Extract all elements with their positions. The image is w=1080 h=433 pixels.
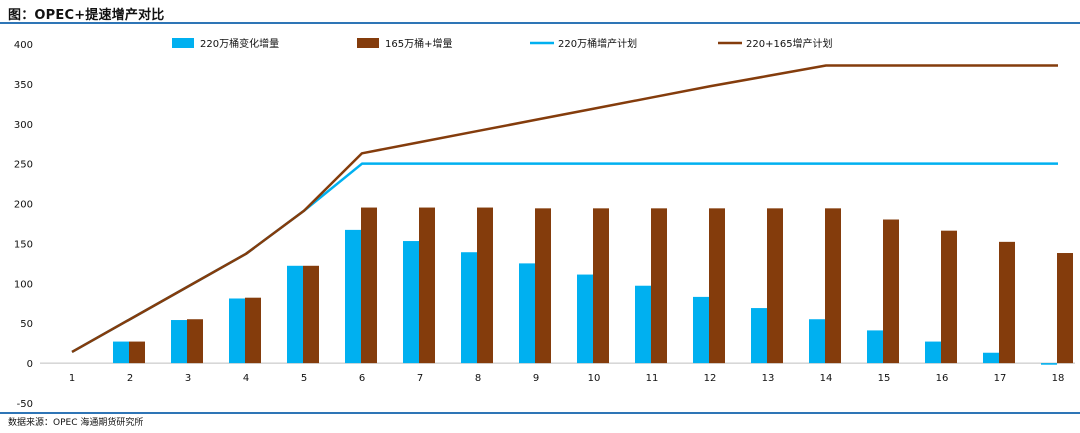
x-tick-label: 15	[878, 373, 891, 384]
x-tick-label: 2	[127, 373, 133, 384]
bar-220-change	[403, 241, 419, 364]
bar-165-plus	[883, 219, 899, 364]
y-tick-label: 200	[14, 200, 33, 211]
line-220-plan	[71, 162, 1058, 354]
bar-165-plus	[593, 208, 609, 364]
y-tick-label: 100	[14, 279, 33, 290]
bar-165-plus	[651, 208, 667, 364]
lines	[71, 64, 1058, 354]
x-tick-label: 10	[588, 373, 601, 384]
y-axis-ticks: -50 0 50 100 150 200 250 300 350 400	[14, 40, 33, 410]
x-tick-label: 14	[820, 373, 833, 384]
top-rule	[0, 22, 1080, 24]
bar-220-change	[461, 252, 477, 364]
x-tick-label: 11	[646, 373, 659, 384]
y-tick-label: 150	[14, 239, 33, 250]
x-tick-label: 17	[994, 373, 1007, 384]
bar-220-change	[345, 229, 361, 364]
y-tick-label: 400	[14, 40, 33, 51]
x-tick-label: 18	[1052, 373, 1065, 384]
y-tick-label: 350	[14, 80, 33, 91]
bar-220-change	[171, 320, 187, 364]
x-tick-label: 1	[69, 373, 75, 384]
y-tick-label: 0	[27, 359, 33, 370]
bar-220-change	[867, 330, 883, 364]
x-tick-label: 13	[762, 373, 775, 384]
bar-220-change	[577, 274, 593, 364]
legend-label: 220+165增产计划	[746, 37, 833, 50]
bar-220-change	[925, 341, 941, 364]
bar-165-plus	[245, 297, 261, 364]
y-tick-label: 250	[14, 160, 33, 171]
bar-220-change	[693, 296, 709, 364]
x-tick-label: 6	[359, 373, 365, 384]
bar-165-plus	[303, 265, 319, 364]
y-tick-label: 50	[20, 319, 33, 330]
bar-165-plus	[999, 241, 1015, 364]
bar-165-plus	[709, 208, 725, 364]
bar-220-change	[751, 308, 767, 364]
x-tick-label: 12	[704, 373, 717, 384]
bars	[113, 207, 1073, 365]
bar-220-change	[809, 319, 825, 364]
bar-220-change	[635, 285, 651, 364]
bar-220-change	[229, 298, 245, 364]
legend: 220万桶变化增量 165万桶+增量 220万桶增产计划 220+165增产计划	[172, 37, 833, 50]
bar-220-change	[113, 341, 129, 364]
x-tick-label: 7	[417, 373, 423, 384]
legend-label: 165万桶+增量	[385, 37, 452, 50]
x-tick-label: 5	[301, 373, 307, 384]
bar-165-plus	[361, 207, 377, 364]
line-220-165-plan	[71, 64, 1058, 354]
bar-220-change	[519, 263, 535, 364]
x-tick-label: 9	[533, 373, 539, 384]
x-axis-ticks: 1 2 3 4 5 6 7 8 9 10 11 12 13 14 15 16 17 18	[69, 373, 1065, 384]
x-tick-label: 4	[243, 373, 249, 384]
bar-220-change	[983, 352, 999, 364]
x-tick-label: 16	[936, 373, 949, 384]
bar-165-plus	[941, 230, 957, 364]
bar-165-plus	[187, 319, 203, 364]
y-tick-label: 300	[14, 120, 33, 131]
bar-165-plus	[767, 208, 783, 364]
bottom-rule	[0, 412, 1080, 414]
bar-165-plus	[1057, 253, 1073, 364]
bar-165-plus	[419, 207, 435, 364]
bar-165-plus	[477, 207, 493, 364]
y-tick-label: -50	[17, 399, 33, 410]
legend-swatch	[357, 38, 379, 48]
bar-220-change	[287, 265, 303, 364]
bar-220-change	[1041, 363, 1057, 365]
bar-165-plus	[825, 208, 841, 364]
legend-label: 220万桶增产计划	[558, 37, 637, 50]
bar-165-plus	[535, 208, 551, 364]
bar-165-plus	[129, 341, 145, 364]
legend-label: 220万桶变化增量	[200, 37, 279, 50]
legend-swatch	[172, 38, 194, 48]
x-tick-label: 8	[475, 373, 481, 384]
source-note: 数据来源：OPEC 海通期货研究所	[8, 418, 144, 428]
chart-title: 图：OPEC+提速增产对比	[8, 8, 165, 23]
x-tick-label: 3	[185, 373, 191, 384]
